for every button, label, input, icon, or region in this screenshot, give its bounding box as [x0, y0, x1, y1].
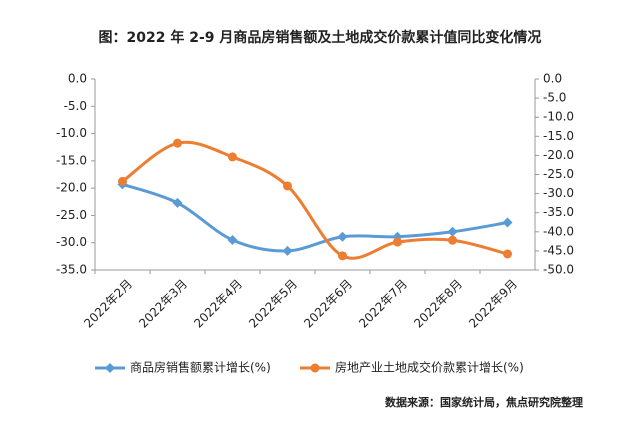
point-marker — [228, 152, 237, 162]
chart-title: 图：2022 年 2-9 月商品房销售额及土地成交价款累计值同比变化情况 — [99, 29, 542, 46]
point-marker — [173, 138, 182, 148]
point-marker — [503, 249, 512, 259]
y2-tick-label: -45.0 — [543, 243, 574, 257]
point-marker — [338, 251, 347, 261]
point-marker — [502, 217, 513, 228]
series-line — [122, 182, 508, 253]
legend-label: 商品房销售额累计增长(%) — [130, 360, 271, 375]
y2-tick-label: -40.0 — [543, 224, 574, 238]
point-marker — [337, 231, 348, 242]
y-tick-label: -20.0 — [56, 181, 87, 195]
legend-marker — [310, 363, 320, 373]
y2-tick-label: -35.0 — [543, 205, 574, 219]
y-tick-label: -35.0 — [56, 263, 87, 277]
y2-tick-label: 0.0 — [543, 72, 562, 86]
y-tick-label: -25.0 — [56, 208, 87, 222]
y2-tick-label: -25.0 — [543, 167, 574, 181]
y2-tick-label: -20.0 — [543, 148, 574, 162]
point-marker — [393, 237, 402, 247]
point-marker — [447, 226, 458, 237]
legend-label: 房地产业土地成交价款累计增长(%) — [335, 360, 524, 375]
y-tick-label: 0.0 — [68, 72, 87, 86]
y-tick-label: -10.0 — [56, 126, 87, 140]
point-marker — [172, 197, 183, 208]
y2-tick-label: -15.0 — [543, 129, 574, 143]
y2-tick-label: -30.0 — [543, 186, 574, 200]
point-marker — [448, 235, 457, 245]
y2-tick-label: -50.0 — [543, 263, 574, 277]
y-tick-label: -5.0 — [64, 99, 87, 113]
y2-tick-label: -10.0 — [543, 110, 574, 124]
source-note: 数据来源：国家统计局，焦点研究院整理 — [385, 395, 583, 409]
point-marker — [282, 245, 293, 256]
y-tick-label: -30.0 — [56, 235, 87, 249]
point-marker — [283, 181, 292, 191]
y-tick-label: -15.0 — [56, 153, 87, 167]
point-marker — [118, 176, 127, 186]
point-marker — [227, 234, 238, 245]
legend-marker — [105, 363, 115, 373]
y2-tick-label: -5.0 — [543, 91, 566, 105]
